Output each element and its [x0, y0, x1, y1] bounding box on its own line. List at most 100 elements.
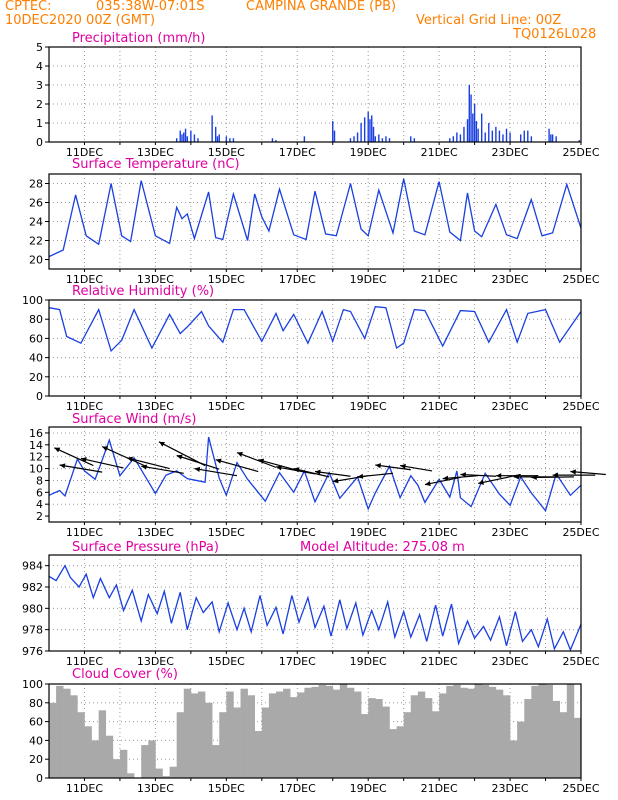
cloud-bar: [375, 699, 383, 778]
y-tick-label: 2: [36, 98, 43, 111]
x-tick-label: 15DEC: [208, 400, 245, 413]
x-tick-label: 15DEC: [208, 655, 245, 668]
precip-bar: [491, 130, 494, 142]
wind-vector: [531, 474, 574, 481]
cloud-bar: [119, 749, 128, 778]
precip-bar: [466, 119, 469, 142]
x-tick-label: 15DEC: [208, 146, 245, 159]
cloud-bar: [219, 712, 227, 778]
wind-vector: [194, 466, 238, 477]
x-tick-label: 13DEC: [137, 655, 174, 668]
cloud-bar: [368, 698, 376, 778]
x-tick-label: 11DEC: [66, 400, 103, 413]
cloud-bar: [460, 687, 468, 778]
cloud-bar: [439, 693, 447, 778]
cloud-bar: [240, 688, 248, 778]
y-tick-label: 20: [29, 371, 43, 384]
cloud-bar: [517, 721, 525, 778]
y-tick-label: 976: [22, 645, 43, 658]
precip-bar: [369, 119, 371, 142]
precip-bar: [449, 138, 451, 142]
precip-bar: [484, 132, 486, 142]
header-date: 10DEC2020 00Z (GMT): [5, 13, 156, 28]
precip-bar: [356, 132, 359, 142]
cloud-bar: [77, 712, 85, 778]
x-tick-label: 25DEC: [562, 655, 599, 668]
wind-vector: [357, 472, 394, 479]
y-tick-label: 60: [29, 716, 43, 729]
y-tick-label: 26: [29, 197, 43, 210]
wind-vector: [400, 463, 433, 472]
cloud-bar: [573, 717, 582, 778]
panel-1: 20 22 24 26 28 11DEC 13DEC 15DEC 17DEC 19DEC 21DEC…: [29, 157, 600, 286]
x-tick-label: 15DEC: [208, 782, 245, 795]
x-tick-label: 21DEC: [421, 146, 458, 159]
cloud-bar: [524, 699, 532, 778]
cloud-bar: [297, 692, 305, 778]
cloud-bar: [453, 684, 461, 778]
cloud-bar: [283, 688, 291, 778]
precip-bar: [186, 136, 189, 142]
cloud-bar: [197, 691, 206, 778]
y-tick-label: 980: [22, 602, 43, 615]
x-tick-label: 19DEC: [350, 782, 387, 795]
cloud-bar: [98, 710, 107, 778]
panel-0: 0 1 2 3 4 5 11DEC 13DEC 15DEC 17DEC 19DEC 21DEC 23DE…: [36, 31, 600, 159]
precip-bar: [229, 138, 231, 142]
wind-vector: [101, 446, 149, 468]
header-code: TQ0126L028: [513, 27, 597, 42]
y-tick-label: 0: [36, 390, 43, 403]
precip-bar: [378, 134, 380, 142]
cloud-bar: [290, 697, 298, 778]
y-tick-label: 16: [29, 427, 43, 440]
panel-frame: [48, 683, 582, 779]
precip-bar: [381, 138, 384, 142]
wind-vector: [552, 472, 596, 478]
x-tick-label: 19DEC: [350, 400, 387, 413]
y-tick-label: 982: [22, 581, 43, 594]
wind-vector: [460, 472, 496, 478]
cloud-bar: [148, 740, 156, 778]
wind-vector: [59, 463, 103, 473]
precip-bar: [275, 140, 277, 142]
cloud-bar: [105, 735, 114, 778]
cloud-bar: [304, 687, 312, 778]
cloud-bar: [141, 745, 149, 778]
precip-bar: [520, 134, 522, 142]
panel-frame: [48, 46, 582, 143]
precip-bar: [459, 134, 462, 142]
y-tick-label: 12: [29, 451, 43, 464]
precip-bar: [332, 121, 334, 142]
cloud-bar: [432, 711, 440, 778]
series-line: [48, 564, 582, 652]
x-tick-label: 21DEC: [421, 782, 458, 795]
cloud-bar: [63, 688, 71, 778]
x-tick-label: 23DEC: [492, 400, 529, 413]
cloud-bar: [446, 685, 454, 778]
precip-bar: [360, 123, 362, 142]
x-tick-label: 11DEC: [66, 782, 103, 795]
x-tick-label: 23DEC: [492, 782, 529, 795]
cloud-bar: [502, 695, 511, 778]
panel-frame: [48, 554, 582, 652]
x-tick-label: 13DEC: [137, 782, 174, 795]
cloud-bar: [91, 740, 99, 778]
panel-title: Relative Humidity (%): [72, 284, 214, 299]
cloud-bar: [162, 776, 170, 778]
x-tick-label: 17DEC: [279, 146, 316, 159]
wind-vector: [275, 465, 316, 475]
cloud-bar: [382, 706, 390, 778]
wind-vector: [314, 469, 351, 477]
x-tick-label: 13DEC: [137, 526, 174, 539]
precip-bar: [509, 132, 511, 142]
series-line: [48, 306, 582, 353]
y-tick-label: 80: [29, 313, 43, 326]
panel-4: 976 978 980 982 984 11DEC 13DEC 15DEC 17DEC 19DEC…: [22, 540, 600, 668]
precip-bar: [480, 113, 483, 142]
cloud-bar: [424, 698, 433, 778]
precip-bar: [550, 134, 552, 142]
y-tick-label: 22: [29, 235, 43, 248]
cloud-bar: [410, 695, 419, 778]
header-location: CAMPINA GRANDE (PB): [246, 0, 397, 14]
